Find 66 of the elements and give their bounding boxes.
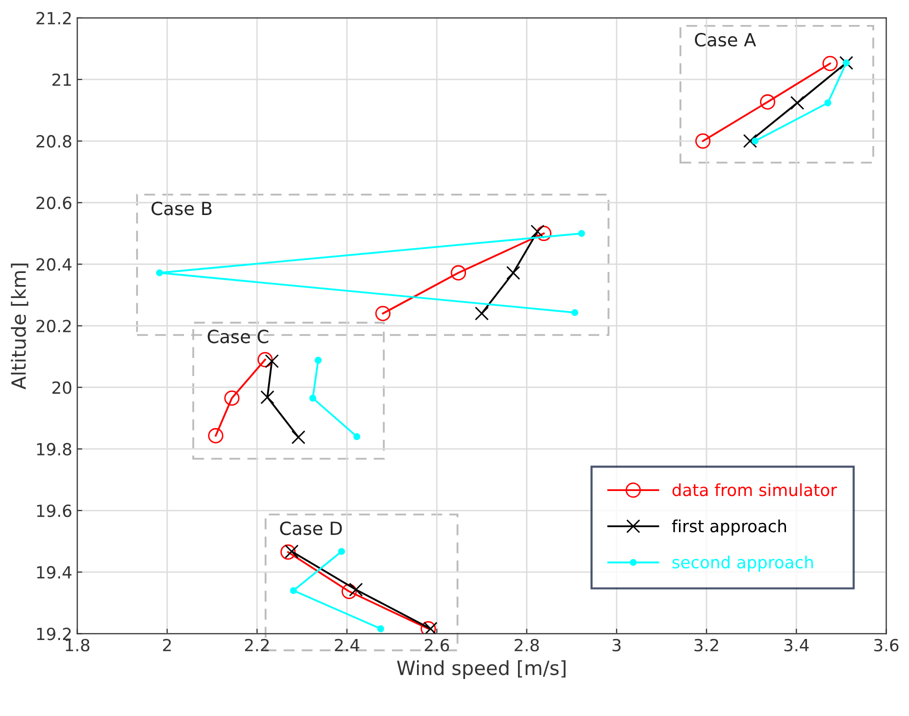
point <box>571 309 578 316</box>
annotation: Case C <box>208 330 268 344</box>
y-tick-label: 19.6 <box>37 504 72 518</box>
point <box>695 133 711 149</box>
point <box>342 584 357 600</box>
point <box>760 94 776 110</box>
legend-label: second approach <box>672 556 813 572</box>
point <box>450 265 466 280</box>
point <box>264 354 279 368</box>
y-tick-label: 19.4 <box>37 566 72 579</box>
point <box>314 356 322 364</box>
point <box>208 428 224 444</box>
x-tick-label: 2.6 <box>424 638 450 652</box>
point <box>822 56 838 72</box>
point <box>280 544 296 560</box>
point <box>224 390 240 406</box>
x-tick-label: 2.2 <box>245 638 269 652</box>
point <box>348 582 363 597</box>
legend-label: first approach <box>672 519 786 536</box>
x-tick-label: 2.4 <box>334 638 360 652</box>
point <box>743 134 758 148</box>
annotation: Case A <box>694 32 756 47</box>
point <box>377 625 384 632</box>
point <box>284 544 299 558</box>
point <box>353 433 360 440</box>
point <box>824 99 832 106</box>
x-tick-label: 3 <box>612 638 621 652</box>
point <box>530 224 544 239</box>
y-tick-label: 20.6 <box>36 196 72 210</box>
x-axis-title: Wind speed [m/s] <box>397 660 566 680</box>
point <box>842 59 850 66</box>
point <box>420 621 436 634</box>
y-tick-label: 20.2 <box>36 320 71 332</box>
y-axis-title: Altitude [km] <box>10 264 28 390</box>
point <box>536 226 552 242</box>
point <box>257 352 273 368</box>
y-tick-label: 21.2 <box>36 12 71 24</box>
point <box>474 306 489 320</box>
y-tick-label: 19.8 <box>37 442 72 456</box>
x-tick-label: 3.6 <box>874 638 898 652</box>
y-tick-label: 19.2 <box>37 628 71 640</box>
x-tick-label: 1.8 <box>66 638 90 652</box>
y-tick-label: 21 <box>52 73 71 86</box>
x-tick-label: 3.4 <box>784 638 809 652</box>
annotation: Case D <box>280 521 342 536</box>
y-tick-label: 20.8 <box>36 135 72 148</box>
point <box>375 306 391 322</box>
x-tick-label: 2.8 <box>514 638 539 652</box>
point <box>752 138 759 145</box>
point <box>578 230 586 237</box>
y-tick-label: 20.4 <box>36 258 72 271</box>
point <box>506 266 520 280</box>
legend-label: data from simulator <box>672 483 838 496</box>
y-tick-label: 20 <box>52 381 72 394</box>
point <box>338 548 346 555</box>
x-tick-label: 2 <box>163 638 171 652</box>
point <box>424 622 438 634</box>
point <box>291 430 306 444</box>
point <box>290 587 297 594</box>
point <box>156 269 163 276</box>
point <box>260 390 274 404</box>
point <box>790 96 804 110</box>
x-tick-label: 3.2 <box>694 638 718 652</box>
point <box>839 56 854 70</box>
point <box>309 394 316 402</box>
annotation: Case B <box>152 202 212 216</box>
